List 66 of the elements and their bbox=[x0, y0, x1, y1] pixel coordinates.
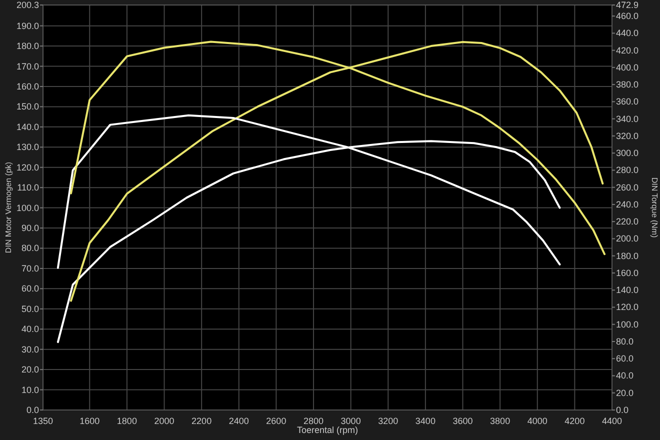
x-tick-label: 4000 bbox=[527, 416, 548, 426]
y2-tick-label: 400.0 bbox=[616, 62, 639, 72]
y2-tick-label: 340.0 bbox=[616, 114, 639, 124]
y2-tick-label: 60.0 bbox=[616, 354, 634, 364]
y2-tick-label: 260.0 bbox=[616, 182, 639, 192]
x-tick-label: 2400 bbox=[228, 416, 249, 426]
x-axis-title: Toerental (rpm) bbox=[296, 425, 358, 435]
y-tick-label: 50.0 bbox=[21, 304, 39, 314]
y2-tick-label: 120.0 bbox=[616, 302, 639, 312]
y2-tick-label: 220.0 bbox=[616, 216, 639, 227]
y-tick-label: 190.0 bbox=[16, 20, 39, 31]
y-tick-label: 30.0 bbox=[21, 344, 39, 354]
y2-tick-label: 20.0 bbox=[616, 388, 634, 398]
y2-tick-label: 300.0 bbox=[616, 148, 639, 158]
x-tick-label: 3000 bbox=[340, 416, 361, 426]
y2-tick-label: 80.0 bbox=[616, 336, 634, 346]
y-tick-label: 150.0 bbox=[16, 102, 39, 112]
x-tick-label: 2600 bbox=[266, 416, 286, 426]
x-tick-label: 4400 bbox=[602, 416, 622, 426]
y2-tick-label: 280.0 bbox=[616, 165, 639, 176]
y2-tick-label: 140.0 bbox=[616, 285, 639, 296]
y2-tick-label: 180.0 bbox=[616, 250, 639, 261]
line-series bbox=[70, 41, 604, 302]
y2-tick-label: 440.0 bbox=[616, 28, 639, 38]
x-tick-label: 4200 bbox=[564, 416, 585, 426]
x-tick-label: 2200 bbox=[192, 416, 212, 426]
y2-axis-title: DIN Torque (Nm) bbox=[650, 177, 659, 238]
x-tick-label: 3600 bbox=[452, 416, 473, 426]
y-tick-label: 80.0 bbox=[21, 243, 39, 254]
y2-tick-label: 460.0 bbox=[616, 11, 639, 22]
y2-tick-label: 0.0 bbox=[616, 405, 629, 415]
x-tick-label: 1600 bbox=[80, 416, 100, 426]
y-tick-label: 40.0 bbox=[21, 324, 39, 334]
x-tick-label: 1800 bbox=[116, 416, 137, 426]
y2-tick-label: 160.0 bbox=[616, 268, 639, 278]
y2-tick-label: 472.9 bbox=[616, 0, 639, 10]
y2-tick-label: 380.0 bbox=[616, 80, 639, 90]
x-tick-label: 2800 bbox=[303, 416, 324, 426]
y2-tick-label: 420.0 bbox=[616, 45, 639, 56]
y-axis-title: DIN Motor Vermogen (pk) bbox=[4, 162, 13, 254]
x-tick-label: 1350 bbox=[32, 416, 54, 426]
y2-tick-label: 40.0 bbox=[616, 370, 634, 381]
y-tick-label: 160.0 bbox=[16, 81, 39, 92]
y-tick-label: 130.0 bbox=[16, 142, 39, 152]
y-tick-label: 180.0 bbox=[16, 41, 39, 52]
y-tick-label: 110.0 bbox=[17, 182, 39, 193]
y-tick-label: 90.0 bbox=[21, 223, 39, 234]
x-tick-label: 3200 bbox=[378, 416, 398, 426]
x-tick-label: 3400 bbox=[415, 416, 436, 426]
x-tick-label: 2000 bbox=[154, 416, 174, 426]
y-tick-label: 170.0 bbox=[16, 61, 39, 72]
y-tick-label: 70.0 bbox=[21, 263, 39, 274]
y2-tick-label: 200.0 bbox=[616, 234, 639, 244]
x-tick-label: 3800 bbox=[490, 416, 510, 426]
y-tick-label: 10.0 bbox=[21, 384, 39, 395]
y-tick-label: 60.0 bbox=[21, 284, 39, 294]
y-tick-label: 120.0 bbox=[16, 162, 39, 172]
y2-tick-label: 320.0 bbox=[616, 130, 639, 141]
y-tick-label: 20.0 bbox=[21, 364, 39, 375]
y-tick-label: 200.3 bbox=[16, 0, 39, 10]
y2-tick-label: 100.0 bbox=[616, 319, 639, 330]
y2-tick-label: 240.0 bbox=[616, 199, 639, 210]
y-tick-label: 140.0 bbox=[16, 122, 39, 132]
y-tick-label: 100.0 bbox=[16, 202, 39, 213]
y-tick-label: 0.0 bbox=[26, 405, 39, 415]
y2-tick-label: 360.0 bbox=[616, 96, 639, 107]
